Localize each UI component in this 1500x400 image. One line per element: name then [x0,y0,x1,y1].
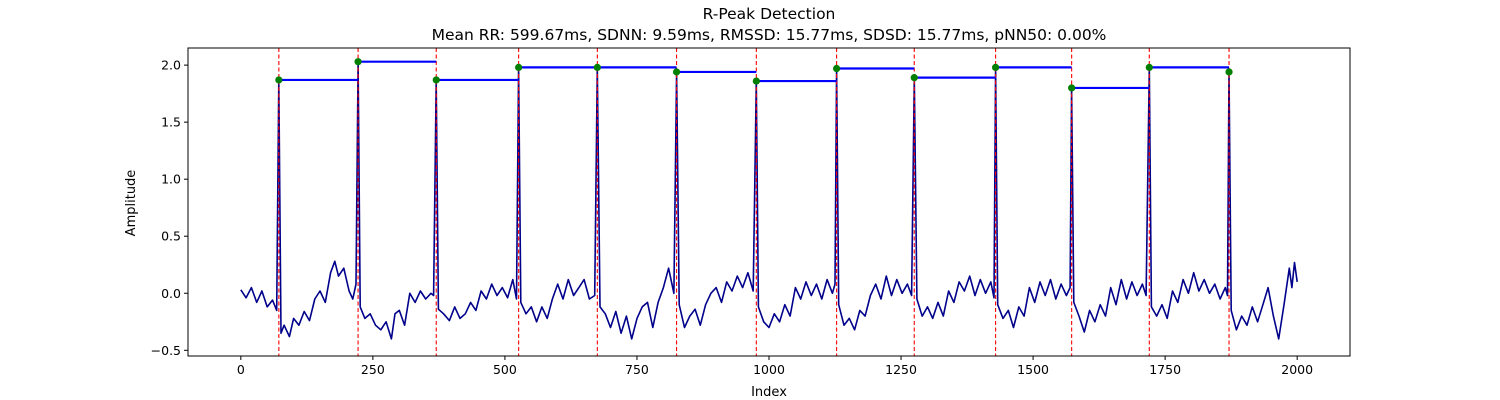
x-tick-label: 1750 [1149,362,1181,377]
chart-subtitle: Mean RR: 599.67ms, SDNN: 9.59ms, RMSSD: … [432,26,1107,44]
y-axis-label: Amplitude [124,170,139,237]
y-tick-label: 2.0 [161,58,181,73]
y-tick-label: 0.5 [161,229,181,244]
x-tick-label: 0 [237,362,245,377]
axes-frame [187,47,1351,357]
x-tick-label: 2000 [1281,362,1313,377]
plot-area: 0 250 500 750 1000 1250 1500 1750 2000 −0.5 0.0 0.5… [151,47,1351,377]
x-tick-label: 500 [493,362,517,377]
y-tick-label: 0.0 [161,286,181,301]
r-peak-marker [275,76,283,84]
r-peak-marker [515,63,523,71]
r-peak-marker [833,64,841,73]
x-tick-label: 750 [625,362,649,377]
x-tick-label: 1500 [1017,362,1049,377]
x-tick-label: 250 [361,362,385,377]
r-peak-marker [354,58,362,66]
r-peak-marker [672,68,681,76]
r-peak-marker [991,63,1000,71]
r-peak-marker [752,77,760,85]
r-peak-marker [1145,63,1153,71]
r-peak-marker [1068,84,1076,92]
x-tick-label: 1250 [885,362,917,377]
r-peak-marker [432,76,440,84]
x-axis-label: Index [751,385,787,400]
x-tick-label: 1000 [753,362,785,377]
chart-title: R-Peak Detection [703,5,836,23]
y-tick-label: 1.5 [161,115,181,130]
r-peak-marker [1225,68,1233,76]
r-peak-marker [593,63,601,71]
r-peak-marker [910,74,918,82]
signal-line [240,60,1298,340]
y-tick-label: 1.0 [161,172,181,187]
y-tick-label: −0.5 [151,343,181,358]
